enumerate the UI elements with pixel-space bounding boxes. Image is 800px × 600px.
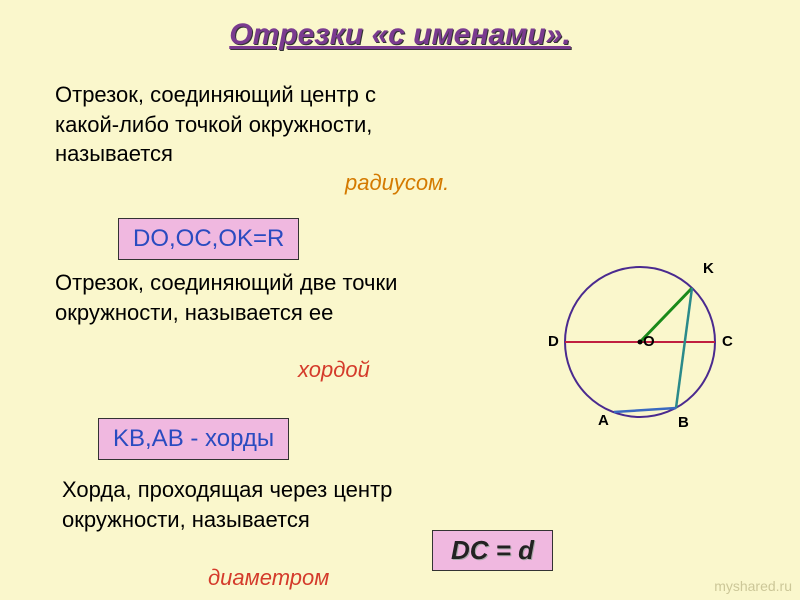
label-O: O — [643, 333, 655, 350]
circle-svg — [540, 242, 760, 462]
label-B: B — [678, 414, 689, 431]
radius-answer: радиусом. — [345, 170, 449, 196]
watermark: myshared.ru — [714, 578, 792, 594]
circle-diagram: O D C K A B — [540, 242, 760, 462]
radius-definition: Отрезок, соединяющий центр с какой-либо … — [55, 80, 415, 169]
label-C: C — [722, 333, 733, 350]
page-title: Отрезки «с именами». — [0, 18, 800, 52]
diameter-definition: Хорда, проходящая через центр окружности… — [62, 475, 442, 534]
chords-formula-box: KB,AB - хорды — [98, 418, 289, 460]
chord-answer: хордой — [298, 357, 370, 383]
diameter-formula-box: DC = d — [432, 530, 553, 571]
label-K: K — [703, 260, 714, 277]
chord-definition: Отрезок, соединяющий две точки окружност… — [55, 268, 435, 327]
radii-formula-box: DO,OC,OK=R — [118, 218, 299, 260]
diameter-answer: диаметром — [208, 565, 329, 591]
label-D: D — [548, 333, 559, 350]
label-A: A — [598, 412, 609, 429]
